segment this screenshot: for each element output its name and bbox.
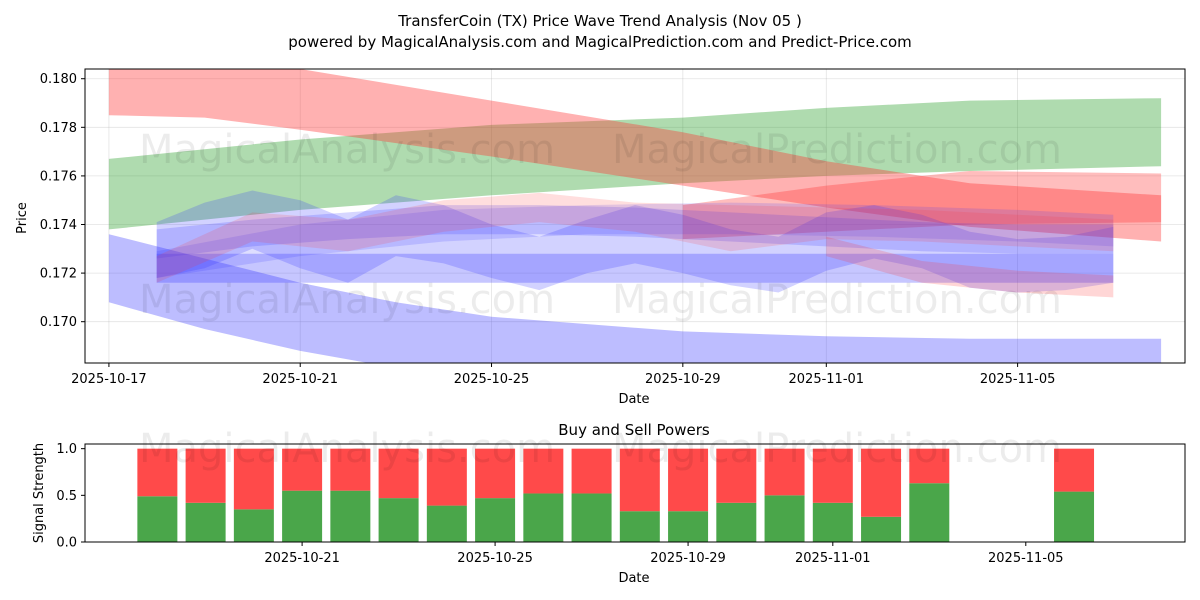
price-xtick-label: 2025-10-25 [454, 372, 530, 387]
price-xlabel: Date [618, 392, 649, 407]
price-ytick-label: 0.174 [40, 218, 77, 233]
sell-bar-2025-10-19 [185, 448, 226, 503]
power-axes: 2025-10-21 2025-10-25 2025-10-29 2025-11-01… [56, 442, 1186, 566]
watermark-prediction-lower: MagicalPrediction.com [612, 426, 1062, 472]
price-band-red-mid-wave [156, 192, 1114, 283]
sell-bar-2025-10-20 [233, 448, 274, 510]
price-band-blue-wave-1 [156, 190, 1114, 293]
power-bars [137, 448, 1095, 542]
sell-bar-2025-10-18 [137, 448, 178, 497]
buy-bar-2025-10-20 [233, 509, 274, 542]
price-band-blue-flat [156, 253, 1114, 283]
buy-bar-2025-11-03 [909, 483, 950, 542]
figure-title-line1: TransferCoin (TX) Price Wave Trend Analy… [397, 12, 802, 30]
price-band-red-bottom-right [826, 236, 1114, 298]
power-xtick-label: 2025-10-25 [457, 551, 533, 566]
price-band-red-upper-right [682, 171, 1162, 240]
sell-bar-2025-10-28 [619, 448, 660, 512]
power-ytick-label: 1.0 [56, 442, 77, 457]
buy-bar-2025-11-02 [861, 516, 902, 542]
price-ytick-label: 0.170 [40, 315, 77, 330]
buy-bar-2025-10-30 [716, 502, 757, 542]
power-frame [84, 443, 1186, 543]
watermark-analysis-lower: MagicalAnalysis.com [139, 426, 555, 472]
buy-bar-2025-10-19 [185, 502, 226, 542]
sell-bar-2025-10-22 [330, 448, 371, 491]
power-ytick-label: 0.5 [56, 489, 77, 504]
watermark-prediction-top: MagicalPrediction.com [612, 127, 1062, 173]
price-xtick-label: 2025-11-05 [980, 372, 1056, 387]
buy-bar-2025-10-27 [571, 493, 612, 542]
price-band-blue-lower-wide [108, 234, 1162, 363]
buy-bar-2025-10-25 [475, 498, 516, 542]
price-chart: MagicalAnalysis.com MagicalPrediction.co… [15, 68, 1186, 407]
price-grid [85, 69, 1185, 363]
price-bands [108, 69, 1162, 363]
price-ytick-label: 0.178 [40, 121, 77, 136]
buy-bar-2025-10-24 [426, 505, 467, 542]
price-ytick-label: 0.180 [40, 72, 77, 87]
price-axes: 2025-10-17 2025-10-21 2025-10-25 2025-10-29… [40, 68, 1186, 387]
sell-bar-2025-11-03 [909, 448, 950, 484]
price-xtick-label: 2025-11-01 [789, 372, 865, 387]
sell-bar-2025-10-24 [426, 448, 467, 506]
price-xtick-label: 2025-10-21 [262, 372, 338, 387]
price-frame [84, 68, 1186, 364]
sell-bar-2025-10-30 [716, 448, 757, 503]
watermark-prediction-bottom: MagicalPrediction.com [612, 277, 1062, 323]
price-ytick-label: 0.172 [40, 267, 77, 282]
watermark-analysis-bottom: MagicalAnalysis.com [139, 277, 555, 323]
price-band-blue-wave-2 [156, 205, 1114, 259]
power-xtick-label: 2025-10-21 [264, 551, 340, 566]
power-ylabel: Signal Strength [32, 443, 47, 543]
buy-bar-2025-10-31 [764, 495, 805, 542]
buy-bar-2025-10-29 [668, 511, 709, 542]
power-xlabel: Date [618, 571, 649, 586]
sell-bar-2025-10-21 [282, 448, 323, 491]
power-xtick-label: 2025-11-01 [795, 551, 871, 566]
price-xtick-label: 2025-10-17 [71, 372, 147, 387]
price-ytick-label: 0.176 [40, 169, 77, 184]
sell-bar-2025-11-06 [1054, 448, 1095, 492]
power-ytick-label: 0.0 [56, 536, 77, 551]
sell-bar-2025-10-31 [764, 448, 805, 496]
power-title: Buy and Sell Powers [558, 421, 710, 439]
buy-bar-2025-10-28 [619, 511, 660, 542]
sell-bar-2025-11-01 [812, 448, 853, 503]
sell-bar-2025-10-25 [475, 448, 516, 499]
price-band-red-wide [108, 69, 1162, 242]
buy-bar-2025-11-01 [812, 502, 853, 542]
power-watermarks: MagicalAnalysis.com MagicalPrediction.co… [139, 426, 1062, 472]
buy-bar-2025-10-23 [378, 498, 419, 542]
buy-bar-2025-11-06 [1054, 491, 1095, 542]
watermark-analysis-top: MagicalAnalysis.com [139, 127, 555, 173]
price-watermarks: MagicalAnalysis.com MagicalPrediction.co… [139, 127, 1062, 323]
power-chart: Buy and Sell Powers MagicalAnalysis.com … [32, 421, 1186, 586]
buy-bar-2025-10-18 [137, 496, 178, 542]
power-xtick-label: 2025-10-29 [650, 551, 726, 566]
price-band-green-wide [108, 98, 1162, 230]
sell-bar-2025-10-29 [668, 448, 709, 512]
price-band-violet-mid [156, 202, 1114, 278]
sell-bar-2025-10-26 [523, 448, 564, 494]
buy-bar-2025-10-26 [523, 493, 564, 542]
figure-title-line2: powered by MagicalAnalysis.com and Magic… [288, 33, 912, 51]
price-xtick-label: 2025-10-29 [645, 372, 721, 387]
sell-bar-2025-10-27 [571, 448, 612, 494]
sell-bar-2025-11-02 [861, 448, 902, 517]
buy-bar-2025-10-22 [330, 490, 371, 542]
buy-bar-2025-10-21 [282, 490, 323, 542]
sell-bar-2025-10-23 [378, 448, 419, 499]
power-xtick-label: 2025-11-05 [988, 551, 1064, 566]
price-ylabel: Price [15, 202, 30, 234]
